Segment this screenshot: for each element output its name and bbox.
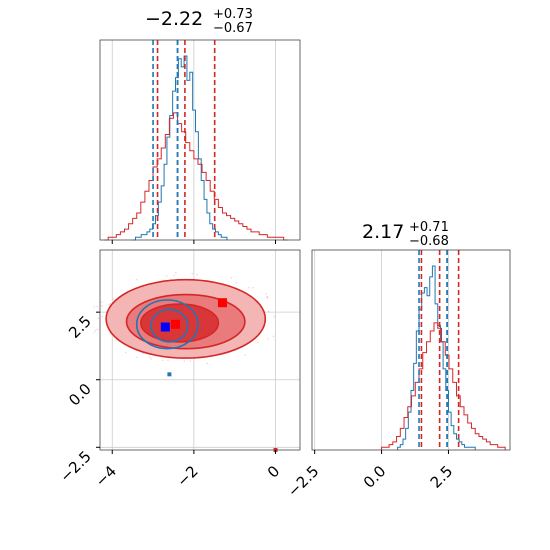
hist-blue (397, 265, 476, 450)
scatter-point (267, 338, 269, 340)
scatter-point (196, 273, 198, 276)
scatter-point (148, 356, 151, 358)
scatter-point (93, 331, 96, 333)
scatter-point (167, 359, 169, 361)
scatter-point (248, 286, 250, 289)
marker-2 (217, 298, 227, 308)
axis-ticks: −4 −2 0−2.50.02.5−2.5 0.0 2.5 (56, 240, 456, 501)
scatter-point (108, 304, 110, 306)
scatter-point (230, 277, 233, 279)
xtick-label-bl-0: −4 (92, 462, 120, 490)
bl-frame (99, 249, 301, 451)
scatter-point (93, 306, 96, 308)
scatter-point (256, 341, 259, 344)
scatter-point (265, 293, 268, 295)
param2-title-minus: −0.68 (409, 234, 449, 249)
blue-contour-1 (135, 299, 199, 350)
ytick-label-bl-1: 0.0 (65, 380, 95, 410)
br-frame (311, 249, 511, 451)
scatter-point (252, 286, 254, 289)
xtick-label-bl-2: 0 (264, 462, 283, 481)
scatter-point (272, 335, 275, 338)
scatter-point (244, 354, 247, 356)
ytick-label-bl-0: −2.5 (56, 447, 94, 485)
scatter-point (273, 315, 276, 318)
param1-title: −2.22 +0.73 −0.67 (145, 8, 253, 35)
scatter-point (235, 282, 238, 284)
param1-title-minus: −0.67 (213, 21, 253, 36)
scatter-point (135, 278, 138, 281)
marker-small-3 (167, 372, 172, 377)
param2-title-median: 2.17 (362, 221, 405, 243)
tl-frame (99, 39, 301, 241)
hist-blue (132, 55, 228, 241)
param2-title: 2.17 +0.71 −0.68 (362, 221, 449, 248)
scatter-point (206, 362, 209, 365)
scatter-point (100, 305, 103, 307)
scatter-point (100, 301, 103, 303)
scatter-point (94, 329, 97, 332)
scatter-point (183, 360, 186, 362)
xtick-label-br-1: 0.0 (360, 462, 390, 492)
ytick-label-bl-2: 2.5 (65, 312, 95, 342)
scatter-point (135, 356, 138, 358)
scatter-point (161, 359, 164, 362)
panel-param1-histogram (99, 39, 301, 241)
scatter-point (97, 317, 100, 320)
scatter-point (112, 298, 114, 300)
param1-title-plus: +0.73 (213, 7, 253, 22)
marker-0 (160, 322, 170, 332)
scatter-point (191, 272, 194, 275)
scatter-point (173, 274, 176, 277)
xtick-label-bl-1: −2 (173, 462, 201, 490)
hist-red (381, 322, 506, 450)
scatter-point (175, 271, 177, 274)
scatter-point (150, 358, 152, 360)
blue-contour-2 (150, 308, 189, 343)
panel-joint-contour (93, 249, 301, 452)
scatter-point (96, 328, 99, 331)
marker-1 (171, 319, 181, 329)
scatter-point (101, 315, 104, 318)
hist-red (104, 112, 288, 241)
scatter-point (165, 275, 168, 277)
scatter-point (189, 360, 192, 362)
scatter-point (266, 296, 269, 299)
param2-title-plus: +0.71 (409, 220, 449, 235)
panel-param2-histogram (311, 249, 511, 451)
xtick-label-br-0: −2.5 (284, 462, 322, 500)
scatter-point (267, 310, 270, 313)
xtick-label-br-2: 2.5 (427, 462, 457, 492)
param1-title-median: −2.22 (145, 8, 204, 30)
scatter-point (124, 351, 127, 354)
scatter-point (96, 305, 99, 308)
